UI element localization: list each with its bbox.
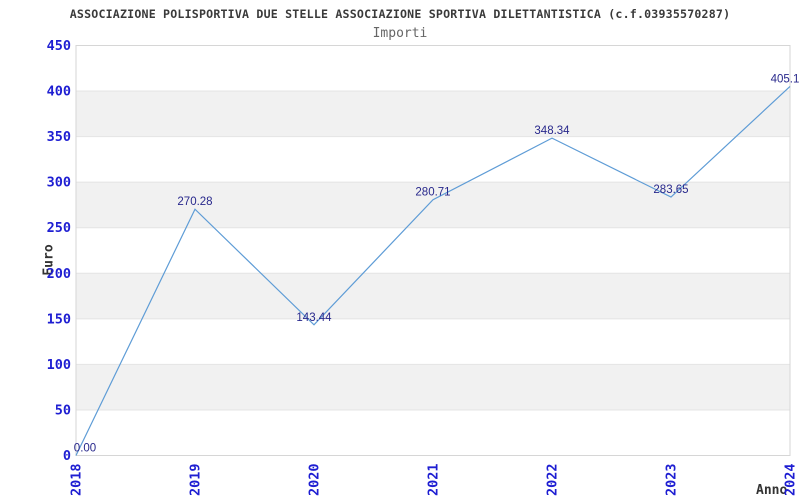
y-tick-label: 50 — [55, 402, 71, 418]
x-tick-label: 2021 — [426, 463, 442, 496]
chart-title: ASSOCIAZIONE POLISPORTIVA DUE STELLE ASS… — [69, 7, 731, 21]
x-tick-label: 2024 — [783, 463, 799, 496]
grid-band — [76, 364, 790, 410]
y-tick-label: 400 — [47, 84, 71, 100]
y-tick-label: 100 — [47, 357, 71, 373]
grid-band — [76, 182, 790, 228]
x-tick-label: 2019 — [188, 463, 204, 496]
data-point-label: 280.71 — [415, 187, 450, 199]
y-tick-label: 300 — [47, 175, 71, 191]
x-tick-label: 2023 — [664, 463, 680, 496]
y-tick-label: 0 — [63, 448, 71, 464]
x-tick-label: 2022 — [545, 463, 561, 496]
grid-band — [76, 91, 790, 137]
y-tick-label: 250 — [47, 220, 71, 236]
y-tick-label: 200 — [47, 266, 71, 282]
y-tick-label: 150 — [47, 311, 71, 327]
y-tick-label: 350 — [47, 129, 71, 145]
data-point-label: 270.28 — [177, 196, 212, 208]
chart-subtitle: Importi — [372, 26, 428, 41]
data-point-label: 143.44 — [296, 312, 332, 324]
x-tick-label: 2018 — [69, 463, 85, 496]
data-point-label: 348.34 — [534, 125, 570, 137]
grid-band — [76, 273, 790, 319]
data-point-label: 0.00 — [74, 443, 96, 455]
x-tick-label: 2020 — [307, 463, 323, 496]
x-axis-title: Anno — [756, 483, 788, 498]
data-point-label: 283.65 — [653, 184, 688, 196]
plot-border — [75, 45, 791, 456]
y-tick-label: 450 — [47, 38, 71, 54]
data-point-label: 405.1 — [771, 73, 800, 85]
series-line — [75, 85, 791, 456]
